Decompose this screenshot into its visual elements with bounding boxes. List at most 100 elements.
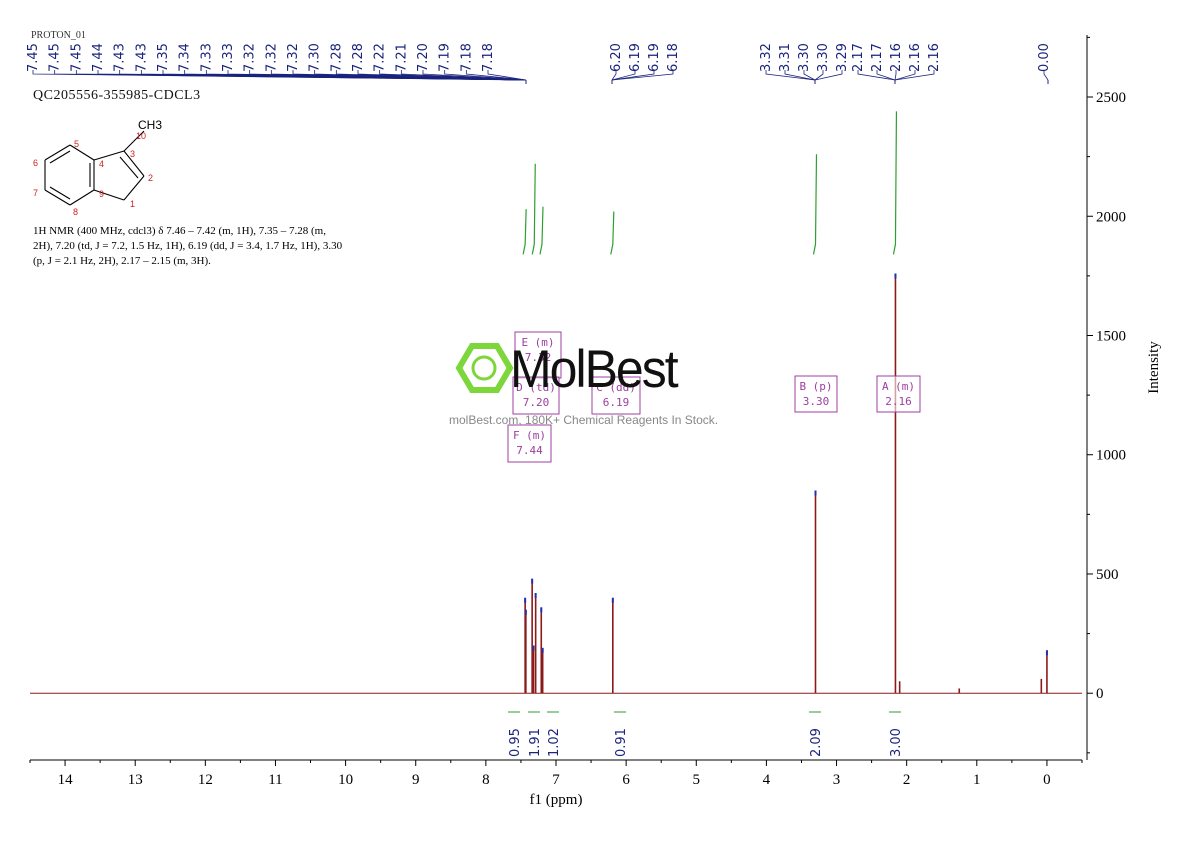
integral-value: 2.09	[809, 728, 824, 757]
x-tick-label: 8	[482, 772, 490, 788]
integral-value: 3.00	[889, 728, 904, 757]
multiplet-box	[514, 331, 562, 379]
peak-label: 3.30	[816, 43, 831, 72]
peak-label: 3.29	[835, 43, 850, 72]
y-tick-label: 0	[1096, 686, 1104, 702]
atom-number: 4	[99, 159, 104, 169]
peak-label: 7.33	[199, 43, 214, 72]
peak-label: 2.16	[927, 43, 942, 72]
y-tick-label: 1500	[1096, 328, 1126, 344]
y-tick-label: 2000	[1096, 209, 1126, 225]
peak-label: 7.45	[48, 43, 63, 72]
atom-number: 6	[33, 158, 38, 168]
watermark-tagline: molBest.com, 180K+ Chemical Reagents In …	[449, 413, 719, 427]
peak-label: 6.18	[666, 43, 681, 72]
x-tick-label: 11	[268, 772, 282, 788]
multiplet-type: F (m)	[513, 429, 546, 442]
peak-label-connector	[894, 70, 935, 81]
molecule-structure	[44, 130, 145, 206]
y-axis-label: Intensity	[1146, 341, 1162, 394]
axes: 14 13 12 11 10 9 8 7 6 5 4 3 2 1 0f1 (ppm)050010001500…	[29, 35, 1162, 808]
atom-number: 10	[136, 131, 146, 141]
peak-label-connector	[611, 70, 655, 81]
peak-label: 7.22	[373, 43, 388, 72]
peak-label: 7.33	[221, 43, 236, 72]
multiplet-shift: 7.44	[516, 444, 543, 457]
atom-number: 1	[130, 199, 135, 209]
peak-label-connector	[894, 70, 897, 81]
multiplet-box	[876, 375, 921, 413]
integral-curve	[522, 209, 527, 255]
peak-label: 7.21	[394, 43, 409, 72]
integral-curve	[892, 111, 898, 255]
peak-label-connector	[487, 70, 527, 81]
peak-label: 7.44	[91, 43, 106, 72]
peak-label-connector	[611, 70, 636, 81]
peak-label: 3.32	[759, 43, 774, 72]
x-tick-label: 4	[763, 772, 771, 788]
peak-label-connector	[814, 70, 843, 81]
peak-label: 7.19	[438, 43, 453, 72]
x-tick-label: 3	[833, 772, 841, 788]
peak-label: 7.45	[69, 43, 84, 72]
molbest-logo-icon	[455, 343, 514, 393]
x-tick-label: 9	[412, 772, 420, 788]
peak-label-connector	[894, 70, 916, 81]
multiplet-box	[507, 424, 552, 463]
x-tick-label: 12	[198, 772, 213, 788]
multiplet-box	[794, 375, 838, 413]
peak-label-connector	[400, 70, 527, 81]
peak-label: 2.17	[851, 43, 866, 72]
integral-curve	[539, 206, 544, 255]
peak-label: 7.28	[351, 43, 366, 72]
integral-value: 0.95	[508, 728, 523, 757]
atom-number: 3	[130, 149, 135, 159]
x-tick-label: 5	[693, 772, 701, 788]
peak-label: 6.19	[628, 43, 643, 72]
atom-number: 9	[99, 189, 104, 199]
peak-label-connector	[876, 70, 896, 81]
experiment-label: PROTON_01	[31, 30, 86, 41]
peak-label: 7.28	[329, 43, 344, 72]
spectrum-trace	[30, 273, 1082, 694]
multiplet-shift: 7.32	[525, 351, 552, 364]
peak-label: 2.16	[908, 43, 923, 72]
peak-label: 7.43	[134, 43, 149, 72]
x-tick-label: 0	[1043, 772, 1051, 788]
peak-label-connector	[444, 70, 527, 81]
peak-label-connector	[814, 70, 824, 81]
x-tick-label: 6	[622, 772, 630, 788]
watermark-name: MolBest	[510, 339, 679, 399]
peak-label: 7.18	[481, 43, 496, 72]
peak-label: 6.19	[647, 43, 662, 72]
integral-values: 0.95 1.91 1.02 0.91 2.09 3.00	[508, 711, 904, 757]
multiplet-shift: 2.16	[885, 395, 912, 408]
peak-label: 3.30	[797, 43, 812, 72]
peak-label: 6.20	[609, 43, 624, 72]
peak-label-connector	[765, 70, 816, 81]
peak-label-connector	[1043, 70, 1049, 81]
peak-label-connector	[611, 70, 617, 81]
peak-label: 7.18	[459, 43, 474, 72]
multiplet-type: A (m)	[882, 380, 915, 393]
peak-label-connector	[422, 70, 527, 81]
peak-label: 2.17	[870, 43, 885, 72]
multiplet-type: C (dd)	[596, 381, 636, 394]
x-tick-label: 1	[973, 772, 981, 788]
integral-value: 0.91	[614, 728, 629, 757]
x-axis-label: f1 (ppm)	[530, 792, 583, 808]
sample-id: QC205556-355985-CDCL3	[33, 88, 201, 103]
peak-label: 2.16	[889, 43, 904, 72]
nmr-description: 1H NMR (400 MHz, cdcl3) δ 7.46 – 7.42 (m…	[33, 225, 343, 267]
y-tick-label: 2500	[1096, 90, 1126, 106]
peak-label: 0.00	[1037, 43, 1052, 72]
peak-label-connector	[857, 70, 896, 81]
y-tick-label: 1000	[1096, 448, 1126, 464]
atom-number: 7	[33, 188, 38, 198]
atom-number: 5	[74, 139, 79, 149]
atom-number: 2	[148, 173, 153, 183]
x-tick-label: 2	[903, 772, 911, 788]
integral-value: 1.02	[547, 728, 562, 757]
peak-label: 7.32	[243, 43, 258, 72]
